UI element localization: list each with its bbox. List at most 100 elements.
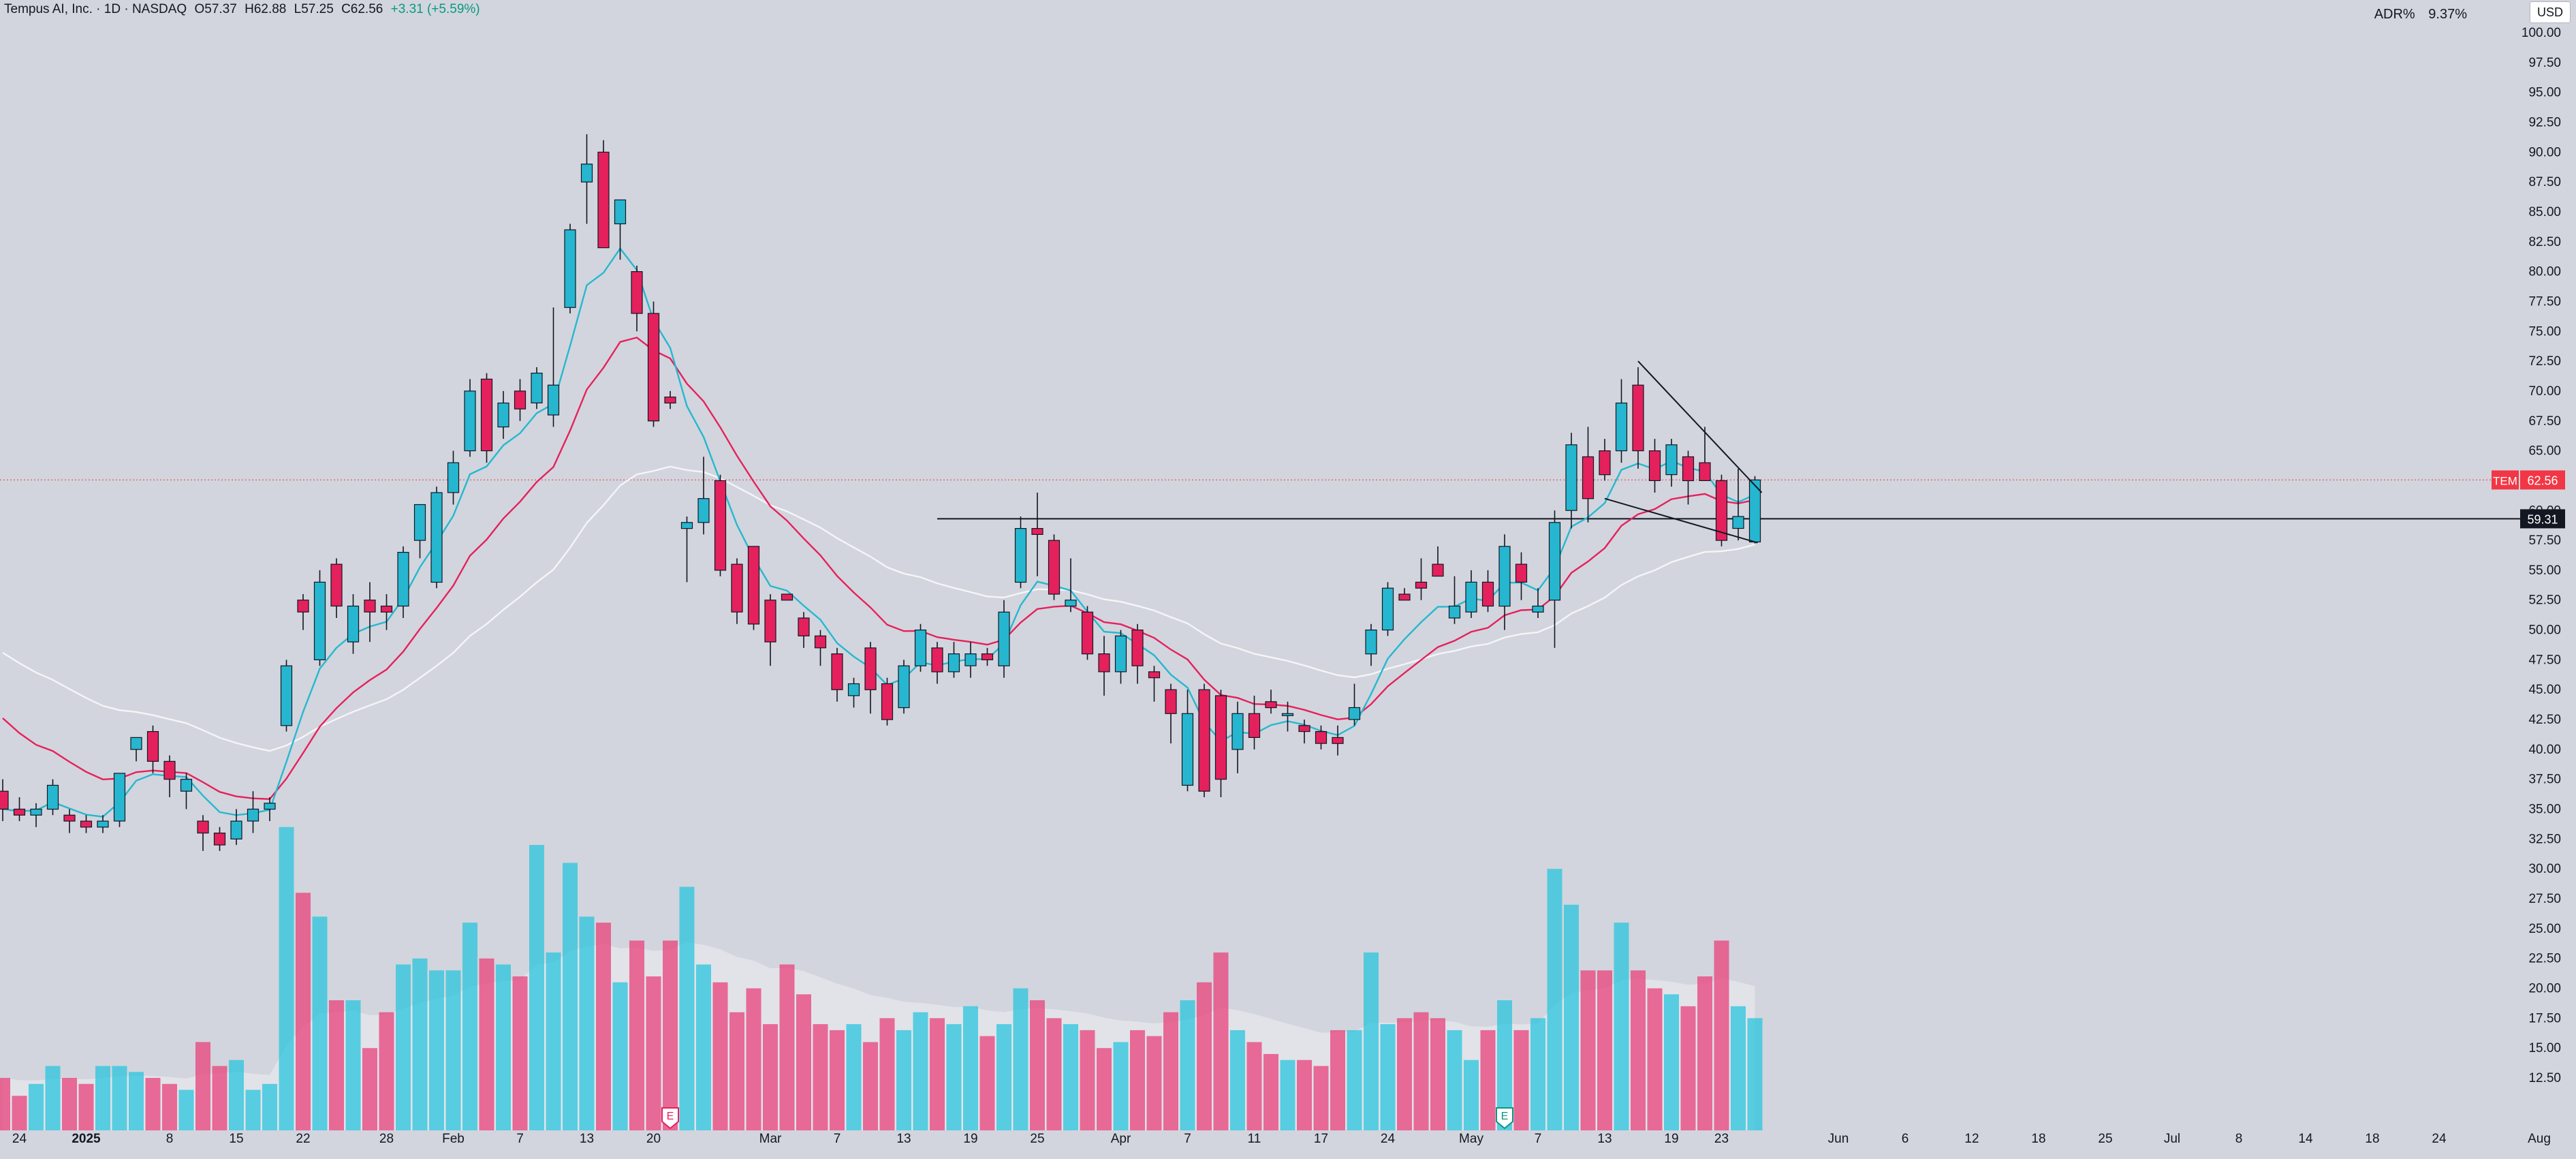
- price-tick-label: 50.00: [2528, 623, 2561, 638]
- candle-body: [547, 384, 560, 416]
- candle-body: [1365, 629, 1377, 655]
- adr-value: 9.37%: [2428, 7, 2467, 22]
- trendline-upper: [1637, 360, 1763, 493]
- volume-bar: [195, 1042, 210, 1130]
- candle: [1565, 433, 1577, 529]
- candle: [580, 134, 593, 224]
- volume-bar: [1297, 1060, 1312, 1130]
- candle: [413, 504, 426, 559]
- ema-mid-line: [2, 337, 1755, 801]
- volume-bar: [412, 958, 428, 1130]
- candle-body: [1615, 402, 1628, 452]
- volume-bar: [746, 988, 761, 1130]
- symbol-title[interactable]: Tempus AI, Inc. · 1D · NASDAQ: [4, 2, 187, 16]
- candle: [1131, 623, 1144, 684]
- candle-body: [764, 600, 776, 643]
- time-tick-label: 7: [834, 1132, 841, 1146]
- candle: [480, 373, 493, 463]
- time-tick-label: 13: [1597, 1132, 1612, 1146]
- volume-bar: [563, 863, 578, 1130]
- volume-bar: [996, 1024, 1011, 1130]
- volume-bar: [1497, 1000, 1512, 1130]
- candle: [1432, 546, 1444, 577]
- time-tick-label: 24: [2432, 1132, 2447, 1146]
- candle-body: [1048, 540, 1061, 595]
- volume-bar: [729, 1012, 744, 1130]
- time-tick-label: 19: [1664, 1132, 1678, 1146]
- candle-body: [1148, 671, 1161, 679]
- trendline-lower: [1604, 497, 1758, 544]
- candle-body: [464, 390, 476, 452]
- price-tick-label: 25.00: [2528, 922, 2561, 936]
- candle: [1281, 701, 1294, 732]
- candle-body: [731, 563, 743, 613]
- volume-bar: [796, 994, 811, 1130]
- volume-bar: [629, 940, 644, 1130]
- price-tick-label: 47.50: [2528, 653, 2561, 667]
- price-tick-label: 37.50: [2528, 773, 2561, 787]
- volume-bar: [129, 1072, 144, 1130]
- candle: [180, 773, 193, 809]
- price-tick-label: 87.50: [2528, 175, 2561, 189]
- volume-bar: [546, 952, 561, 1130]
- volume-bar: [1113, 1042, 1129, 1130]
- candle-body: [364, 600, 376, 613]
- time-tick-label: 18: [2031, 1132, 2045, 1146]
- price-tick-label: 90.00: [2528, 145, 2561, 159]
- candle-body: [347, 605, 360, 643]
- candle: [1481, 570, 1494, 613]
- candle: [1332, 725, 1344, 756]
- price-tick-label: 92.50: [2528, 116, 2561, 130]
- earnings-icon[interactable]: E: [661, 1107, 679, 1130]
- candle-body: [564, 229, 576, 308]
- earnings-label: E: [667, 1111, 674, 1122]
- candle-body: [1165, 689, 1177, 714]
- candle: [1582, 427, 1595, 523]
- price-tick-label: 45.00: [2528, 683, 2561, 697]
- candle: [447, 450, 460, 505]
- candle-body: [97, 820, 109, 828]
- candle-body: [80, 820, 93, 828]
- earnings-icon[interactable]: E: [1496, 1107, 1513, 1130]
- volume-bar: [830, 1030, 845, 1130]
- candle-body: [664, 397, 676, 404]
- candle: [1699, 427, 1711, 481]
- time-tick-label: 19: [963, 1132, 977, 1146]
- candle-body: [1599, 450, 1611, 476]
- time-tick-label: Jun: [1828, 1132, 1849, 1146]
- volume-bar: [930, 1018, 945, 1130]
- candle-body: [1432, 563, 1444, 577]
- time-tick-label: May: [1459, 1132, 1483, 1146]
- time-tick-label: 15: [229, 1132, 243, 1146]
- time-tick-label: 7: [516, 1132, 524, 1146]
- candle: [30, 803, 42, 827]
- volume-bar: [312, 916, 328, 1130]
- candle-body: [264, 803, 276, 810]
- candle: [347, 594, 360, 654]
- candle-body: [1732, 516, 1744, 529]
- candle: [1365, 623, 1377, 666]
- candle: [947, 642, 960, 678]
- candle-body: [46, 784, 59, 810]
- candle: [764, 594, 776, 666]
- candle-body: [1031, 527, 1043, 535]
- adr-indicator[interactable]: ADR% 9.37%: [2365, 7, 2467, 22]
- volume-bar: [429, 970, 444, 1130]
- volume-bar: [1197, 982, 1212, 1130]
- candle-body: [130, 737, 142, 750]
- candle-body: [380, 605, 393, 613]
- ohlc-close: C62.56: [341, 2, 383, 16]
- volume-bar: [462, 923, 477, 1130]
- price-tick-label: 57.50: [2528, 534, 2561, 548]
- drawn-trendlines: [1604, 360, 1763, 544]
- currency-button[interactable]: USD: [2530, 1, 2571, 23]
- time-tick-label: 8: [2235, 1132, 2243, 1146]
- volume-bar: [979, 1036, 995, 1130]
- volume-bar: [296, 893, 311, 1130]
- time-tick-label: 28: [379, 1132, 394, 1146]
- volume-bar: [0, 1078, 10, 1130]
- candle: [531, 367, 543, 409]
- volume-bar: [712, 982, 728, 1130]
